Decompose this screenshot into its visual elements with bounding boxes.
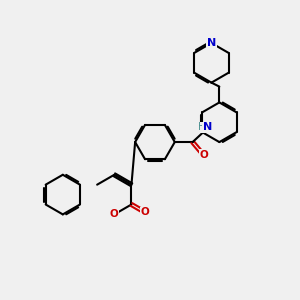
Text: H: H [198, 122, 205, 132]
Text: O: O [141, 207, 150, 218]
Text: O: O [199, 150, 208, 160]
Text: N: N [203, 122, 212, 132]
Text: N: N [207, 38, 216, 48]
Text: O: O [110, 209, 119, 219]
